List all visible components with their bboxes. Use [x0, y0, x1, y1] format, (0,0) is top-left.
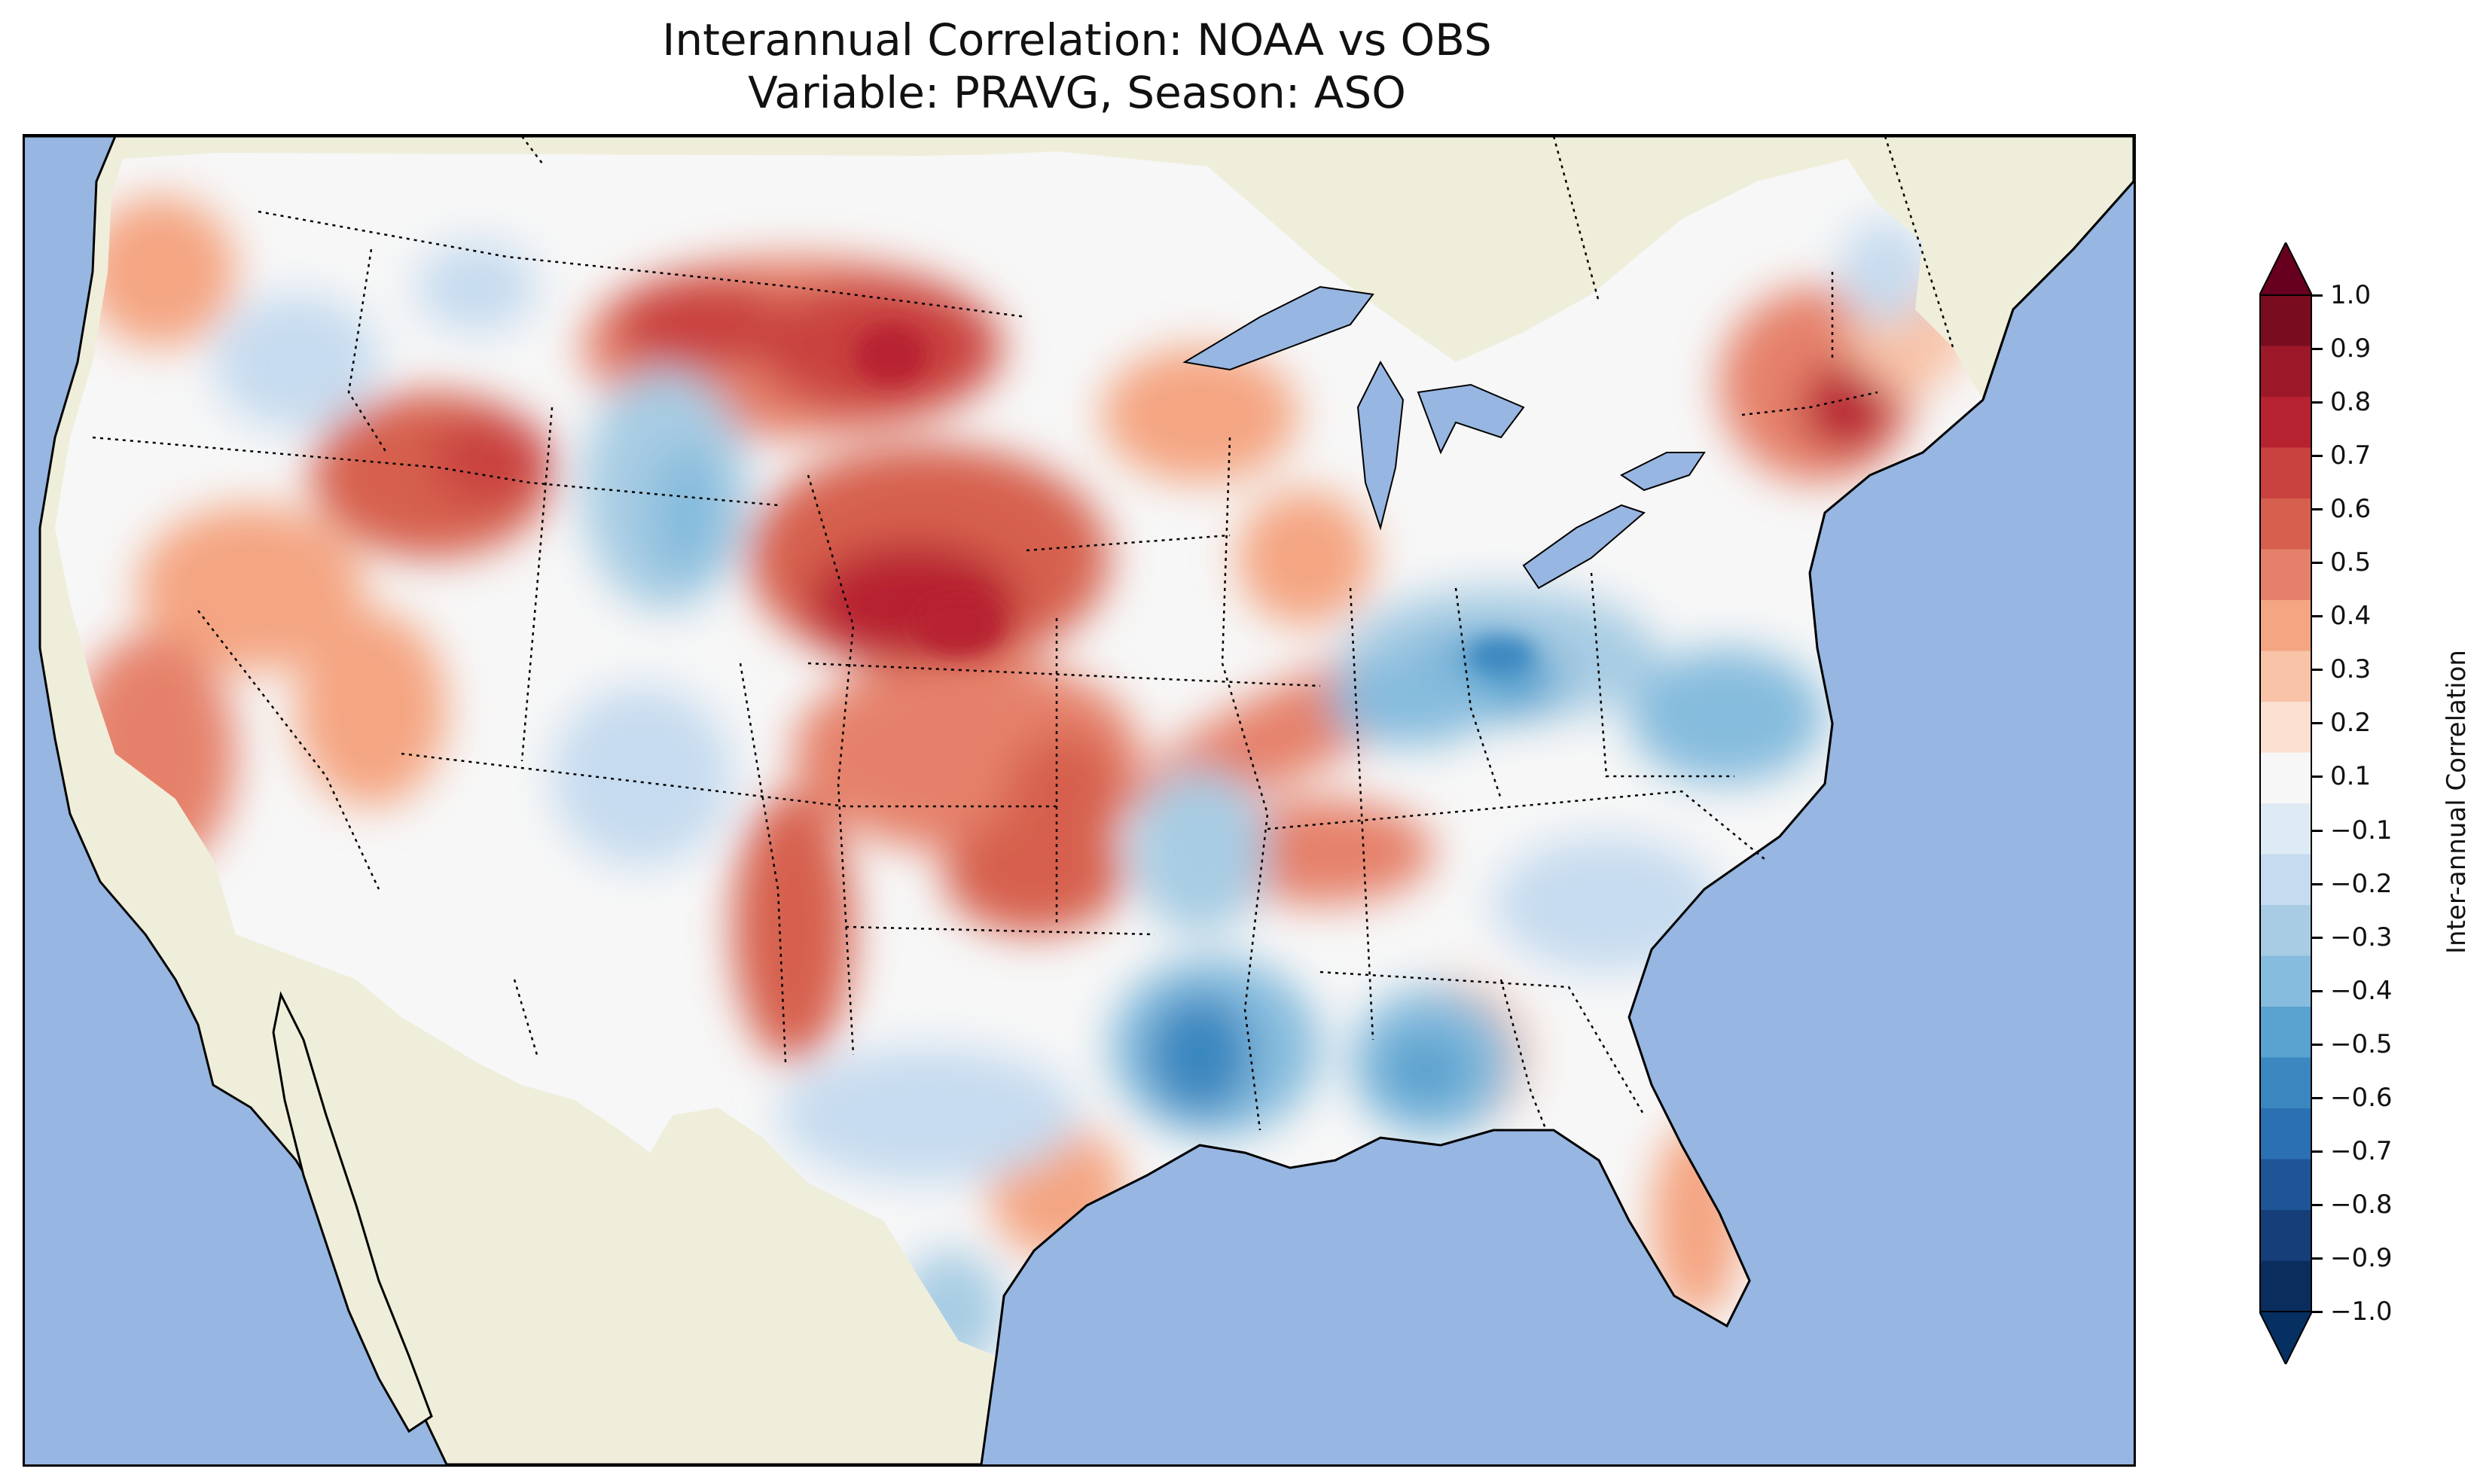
- map-panel: [23, 134, 2136, 1467]
- colorbar-segment: [2259, 600, 2312, 651]
- colorbar-tick-label: 0.8: [2330, 387, 2372, 418]
- colorbar-segment: [2259, 549, 2312, 601]
- colorbar-svg: [2258, 240, 2314, 1367]
- colorbar-tick-mark: [2312, 508, 2323, 511]
- colorbar-tick-label: 0.6: [2330, 494, 2372, 525]
- colorbar-segment: [2259, 803, 2312, 855]
- colorbar-tick-mark: [2312, 1311, 2323, 1313]
- colorbar-tick-label: −0.1: [2330, 815, 2393, 846]
- colorbar-tick-label: −0.7: [2330, 1135, 2393, 1166]
- colorbar-segment: [2259, 1007, 2312, 1058]
- colorbar-segment: [2259, 346, 2312, 398]
- colorbar: [2258, 240, 2314, 1367]
- colorbar-tick-mark: [2312, 882, 2323, 885]
- colorbar-tick-label: 0.7: [2330, 440, 2372, 471]
- colorbar-tick-label: −0.8: [2330, 1189, 2393, 1220]
- colorbar-tick-mark: [2312, 1203, 2323, 1206]
- colorbar-tick-label: 0.5: [2330, 547, 2372, 578]
- colorbar-tick-mark: [2312, 615, 2323, 618]
- colorbar-tick-label: −0.6: [2330, 1082, 2393, 1113]
- colorbar-segment: [2259, 1260, 2312, 1312]
- colorbar-tick-label: 0.4: [2330, 601, 2372, 632]
- colorbar-tick-label: −0.3: [2330, 922, 2393, 952]
- colorbar-segment: [2259, 752, 2312, 804]
- colorbar-tick-label: 0.2: [2330, 708, 2372, 739]
- colorbar-frame: [2259, 294, 2312, 1312]
- colorbar-tick-mark: [2312, 1096, 2323, 1099]
- colorbar-tick-mark: [2312, 989, 2323, 992]
- colorbar-tick-label: 1.0: [2330, 280, 2372, 310]
- colorbar-tick-label: 0.9: [2330, 334, 2372, 364]
- colorbar-tick-mark: [2312, 669, 2323, 672]
- colorbar-tick-mark: [2312, 1150, 2323, 1153]
- colorbar-tick-mark: [2312, 1043, 2323, 1046]
- colorbar-tick-mark: [2312, 294, 2323, 297]
- colorbar-segment: [2259, 1057, 2312, 1109]
- colorbar-tick-mark: [2312, 562, 2323, 565]
- colorbar-tick-label: −0.5: [2330, 1028, 2393, 1059]
- colorbar-segment: [2259, 447, 2312, 499]
- us-outline: [995, 181, 2134, 1357]
- colorbar-tick-mark: [2312, 348, 2323, 351]
- colorbar-tick-label: −1.0: [2330, 1297, 2393, 1327]
- colorbar-tick-label: 0.3: [2330, 654, 2372, 685]
- baja-peninsula: [272, 991, 433, 1434]
- state-borders: [92, 136, 1954, 1131]
- colorbar-tick-mark: [2312, 829, 2323, 832]
- colorbar-extend-min: [2258, 1311, 2314, 1367]
- colorbar-segment: [2259, 1159, 2312, 1211]
- colorbar-tick-mark: [2312, 776, 2323, 779]
- colorbar-tick-label: 0.1: [2330, 761, 2372, 792]
- colorbar-tick-label: −0.4: [2330, 975, 2393, 1006]
- colorbar-segment: [2259, 498, 2312, 550]
- colorbar-tick-mark: [2312, 1257, 2323, 1260]
- colorbar-tick-label: −0.9: [2330, 1242, 2393, 1273]
- colorbar-tick-mark: [2312, 455, 2323, 458]
- colorbar-tick-label: −0.2: [2330, 868, 2393, 899]
- colorbar-segment: [2259, 651, 2312, 702]
- colorbar-tick-mark: [2312, 936, 2323, 939]
- colorbar-segment: [2259, 854, 2312, 906]
- colorbar-segment: [2259, 397, 2312, 448]
- colorbar-tick-mark: [2312, 722, 2323, 725]
- map-svg: [25, 136, 2134, 1464]
- colorbar-segment: [2259, 1210, 2312, 1261]
- colorbar-segment: [2259, 905, 2312, 956]
- colorbar-label: Inter-annual Correlation: [2442, 650, 2472, 954]
- colorbar-segment: [2259, 1108, 2312, 1159]
- chart-title-line-1: Interannual Correlation: NOAA vs OBS: [662, 14, 1492, 66]
- chart-title-line-2: Variable: PRAVG, Season: ASO: [748, 67, 1406, 118]
- colorbar-segment: [2259, 955, 2312, 1007]
- colorbar-tick-mark: [2312, 401, 2323, 404]
- colorbar-segment: [2259, 295, 2312, 346]
- colorbar-segment: [2259, 702, 2312, 753]
- colorbar-extend-max: [2258, 240, 2314, 296]
- great-lakes: [1182, 285, 1706, 590]
